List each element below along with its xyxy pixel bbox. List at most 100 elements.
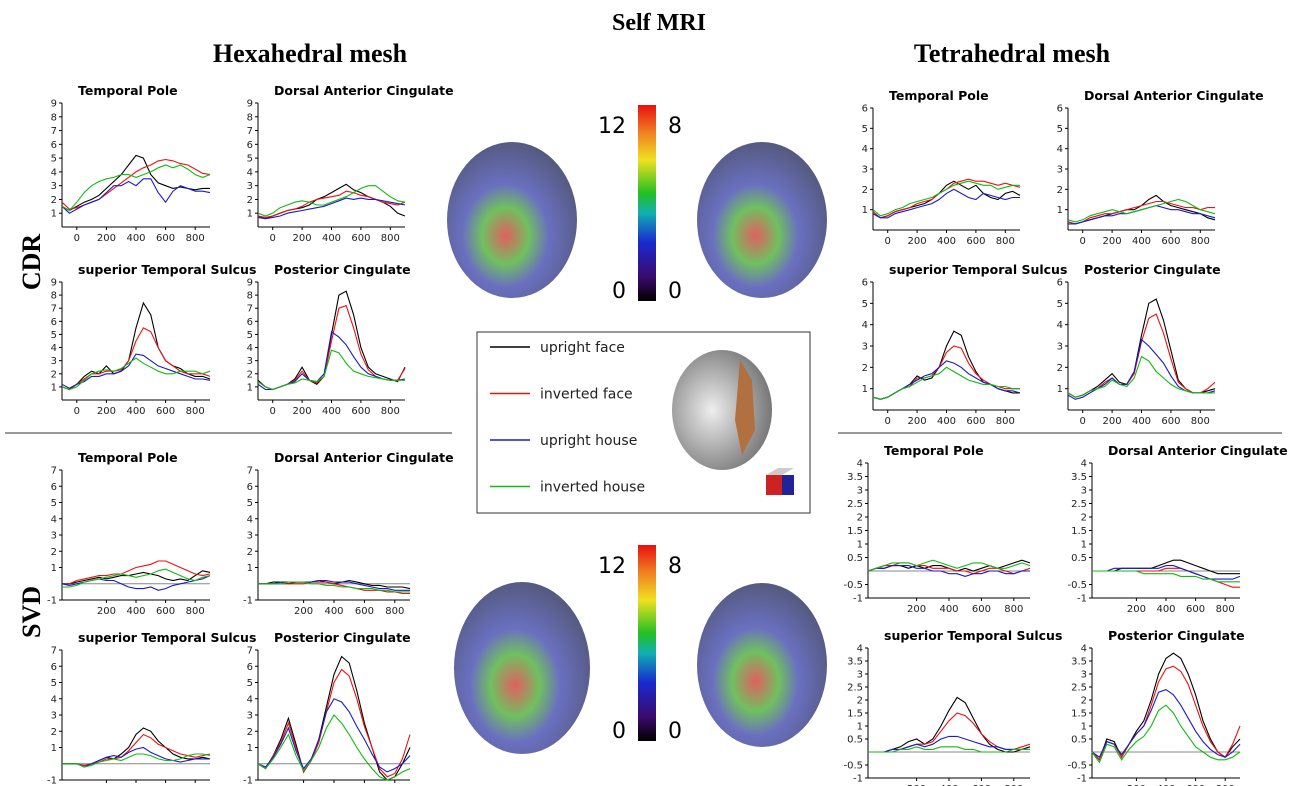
x-tick-label: 400 (126, 606, 145, 617)
y-tick-label: 1 (247, 209, 253, 220)
y-tick-label: 3 (51, 531, 57, 542)
y-tick-label: 4 (1057, 320, 1063, 331)
x-tick-label: 200 (1103, 236, 1122, 247)
y-tick-label: 4 (862, 144, 868, 155)
y-tick-label: 1 (247, 743, 253, 754)
series-line (1068, 299, 1215, 397)
series-line (1092, 560, 1240, 574)
series-line (1068, 206, 1215, 224)
panel-title: superior Temporal Sulcus (889, 262, 1067, 277)
y-tick-label: 4 (247, 694, 253, 705)
x-tick-label: 800 (186, 606, 205, 617)
y-tick-label: 1 (862, 205, 868, 216)
y-tick-label: 3 (857, 486, 863, 497)
y-tick-label: -0.5 (843, 580, 863, 591)
y-tick-label: 6 (51, 482, 57, 493)
panel-title: Temporal Pole (884, 443, 984, 458)
series-line (873, 189, 1020, 218)
y-tick-label: 1 (862, 384, 868, 395)
brain-image (454, 582, 590, 754)
x-tick-label: 200 (293, 233, 312, 244)
y-tick-label: 1.5 (847, 526, 863, 537)
panel: Dorsal Anterior Cingulate-11234567200400… (243, 450, 454, 617)
panel-title: Posterior Cingulate (274, 262, 411, 277)
x-tick-label: 200 (97, 606, 116, 617)
y-tick-label: 2 (51, 547, 57, 558)
x-tick-label: 600 (1186, 604, 1205, 615)
colorbar (638, 545, 656, 741)
x-tick-label: 400 (1132, 416, 1151, 427)
colorbar-label: 12 (598, 554, 626, 579)
x-tick-label: 600 (966, 416, 985, 427)
x-tick-label: 400 (322, 233, 341, 244)
y-tick-label: 2 (247, 195, 253, 206)
panel-title: superior Temporal Sulcus (884, 628, 1062, 643)
panel: Dorsal Anterior Cingulate123456020040060… (1057, 88, 1264, 247)
brain-image (697, 142, 827, 298)
y-tick-label: 1 (1057, 205, 1063, 216)
y-tick-label: 4 (1081, 644, 1087, 655)
x-tick-label: 600 (1161, 416, 1180, 427)
x-tick-label: 400 (937, 236, 956, 247)
y-tick-label: 2 (862, 185, 868, 196)
colorbar-label: 0 (668, 719, 682, 744)
panel-title: superior Temporal Sulcus (78, 630, 256, 645)
series-line (1092, 566, 1240, 580)
y-tick-label: -1 (47, 596, 57, 607)
x-tick-label: 600 (972, 604, 991, 615)
figure-title: Self MRI (612, 10, 706, 36)
x-tick-label: 600 (156, 233, 175, 244)
figure: Self MRI Hexahedral mesh Tetrahedral mes… (0, 0, 1293, 786)
y-tick-label: 3 (247, 356, 253, 367)
series-line (258, 670, 410, 777)
x-tick-label: 0 (270, 233, 276, 244)
y-tick-label: 1.5 (1071, 526, 1087, 537)
panel-title: Temporal Pole (78, 450, 178, 465)
y-tick-label: -0.5 (843, 761, 863, 772)
x-tick-label: 200 (907, 604, 926, 615)
y-tick-label: 6 (51, 662, 57, 673)
y-tick-label: 4 (247, 167, 253, 178)
x-tick-label: 0 (74, 406, 80, 417)
panel: Dorsal Anterior Cingulate-1-0.50.511.522… (1067, 443, 1287, 615)
series-line (258, 657, 410, 781)
y-tick-label: 3 (51, 711, 57, 722)
y-tick-label: 2.5 (1071, 683, 1087, 694)
y-tick-label: 5 (247, 330, 253, 341)
y-tick-label: 2 (247, 727, 253, 738)
y-tick-label: 6 (247, 140, 253, 151)
series-line (1092, 705, 1240, 762)
y-tick-label: 3.5 (1071, 657, 1087, 668)
y-tick-label: -1 (1077, 594, 1087, 605)
y-tick-label: 3 (51, 181, 57, 192)
y-tick-label: 4 (857, 644, 863, 655)
y-tick-label: 3 (247, 711, 253, 722)
panel-title: Dorsal Anterior Cingulate (274, 83, 454, 98)
series-line (873, 361, 1020, 399)
y-tick-label: 1 (247, 382, 253, 393)
y-tick-label: 1 (247, 563, 253, 574)
panel: Posterior Cingulate-11234567200400600800 (243, 630, 411, 786)
y-tick-label: 2 (862, 363, 868, 374)
y-tick-label: 1 (51, 563, 57, 574)
y-tick-label: 5 (1057, 299, 1063, 310)
y-tick-label: 1.5 (847, 709, 863, 720)
series-line (62, 179, 210, 213)
x-tick-label: 400 (1132, 236, 1151, 247)
y-tick-label: 0.5 (1071, 553, 1087, 564)
legend-label: upright face (540, 340, 625, 356)
y-tick-label: 9 (51, 278, 57, 289)
y-tick-label: 4 (51, 514, 57, 525)
brain-image (447, 142, 577, 298)
y-tick-label: 7 (247, 126, 253, 137)
x-tick-label: 200 (97, 233, 116, 244)
panel: superior Temporal Sulcus1234567890200400… (51, 262, 257, 417)
y-tick-label: 2 (1057, 185, 1063, 196)
x-tick-label: 0 (1080, 236, 1086, 247)
y-tick-label: 3 (862, 342, 868, 353)
column-title: Tetrahedral mesh (914, 39, 1111, 68)
x-tick-label: 600 (1161, 236, 1180, 247)
y-tick-label: 5 (862, 299, 868, 310)
y-tick-label: -0.5 (1067, 580, 1087, 591)
